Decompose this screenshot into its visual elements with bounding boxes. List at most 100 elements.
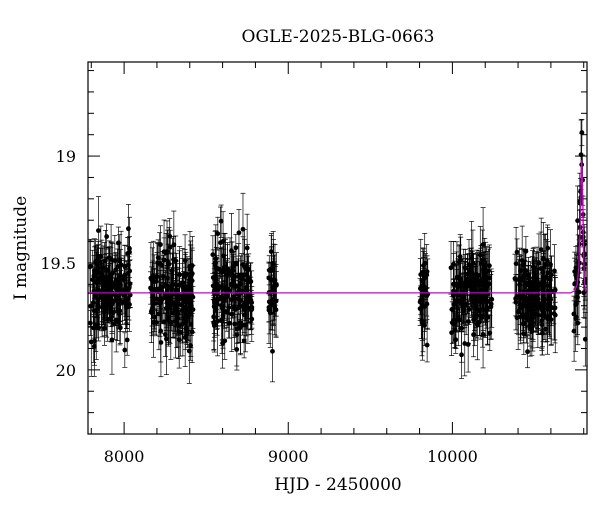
data-point [234, 346, 240, 352]
data-point [218, 218, 224, 224]
data-point [233, 283, 238, 288]
data-point [88, 339, 94, 345]
data-point [164, 305, 170, 311]
data-point [121, 292, 127, 298]
data-point [210, 252, 216, 258]
data-point [480, 258, 485, 264]
data-point [245, 273, 250, 279]
data-point [244, 297, 250, 302]
data-point [455, 314, 461, 320]
data-point [551, 311, 557, 316]
data-point [149, 310, 155, 315]
data-point [188, 303, 194, 309]
data-point [96, 228, 101, 233]
data-point [181, 315, 187, 321]
data-point [123, 297, 129, 302]
data-point [95, 298, 101, 303]
data-point [270, 348, 275, 354]
data-point [124, 337, 130, 343]
y-tick-label: 20 [56, 361, 76, 380]
data-point [572, 281, 578, 287]
data-point [122, 263, 128, 269]
data-point [122, 347, 128, 353]
data-point [424, 342, 430, 348]
data-point [104, 234, 110, 239]
data-point [238, 324, 243, 329]
plot-frame [87, 61, 588, 435]
data-point [113, 267, 119, 273]
data-point [459, 325, 465, 331]
data-point [233, 245, 239, 251]
data-point [460, 308, 466, 314]
data-point [579, 130, 585, 135]
data-points [87, 119, 588, 384]
data-point [466, 307, 472, 312]
data-point [117, 287, 123, 293]
data-point [173, 287, 179, 293]
data-point [189, 278, 195, 284]
data-point [486, 268, 491, 274]
data-point [449, 330, 455, 336]
data-point [163, 250, 169, 256]
data-point [211, 320, 217, 326]
data-point [227, 320, 232, 326]
data-point [235, 296, 241, 302]
data-point [171, 257, 176, 262]
model-line [88, 160, 588, 294]
data-point [184, 272, 190, 277]
data-point [95, 265, 101, 271]
data-point [518, 305, 524, 311]
data-point [165, 275, 170, 281]
x-tick-labels: 8000 9000 10000 [104, 447, 478, 466]
data-point [163, 332, 168, 338]
x-tick-label: 10000 [427, 447, 478, 466]
data-point [126, 226, 131, 232]
data-point [169, 268, 175, 273]
data-point [482, 273, 488, 279]
data-point [547, 276, 553, 282]
data-point [103, 258, 108, 264]
data-point [88, 303, 93, 309]
x-axis-label: HJD - 2450000 [274, 475, 402, 495]
data-point [541, 284, 547, 289]
data-point [548, 317, 554, 322]
data-point [575, 218, 580, 224]
data-point [471, 282, 477, 288]
data-point [533, 285, 539, 291]
data-point [527, 326, 533, 332]
data-point [183, 293, 189, 299]
data-point [220, 313, 226, 319]
data-point [98, 260, 103, 266]
data-point [227, 268, 233, 274]
data-point [514, 249, 520, 255]
data-point [231, 273, 237, 279]
data-point [540, 256, 546, 262]
data-point [453, 337, 459, 343]
data-point [466, 319, 471, 324]
y-axis-label: I magnitude [11, 196, 31, 300]
data-point [242, 264, 247, 269]
data-point [165, 314, 171, 320]
data-point [578, 152, 584, 158]
data-point [109, 301, 115, 307]
data-point [477, 252, 483, 258]
data-point [525, 349, 530, 355]
data-point [481, 296, 487, 302]
data-point [576, 289, 582, 295]
data-point [484, 306, 490, 311]
data-point [98, 280, 104, 286]
data-point [486, 275, 492, 281]
data-point [539, 318, 545, 323]
data-point [530, 264, 536, 270]
data-point [420, 320, 426, 326]
data-point [449, 320, 455, 326]
data-point [160, 274, 166, 279]
data-point [480, 332, 486, 337]
data-point [219, 269, 224, 275]
data-point [463, 289, 468, 295]
data-point [532, 296, 538, 302]
data-point [232, 321, 238, 327]
data-point [464, 283, 470, 289]
data-point [176, 323, 182, 328]
